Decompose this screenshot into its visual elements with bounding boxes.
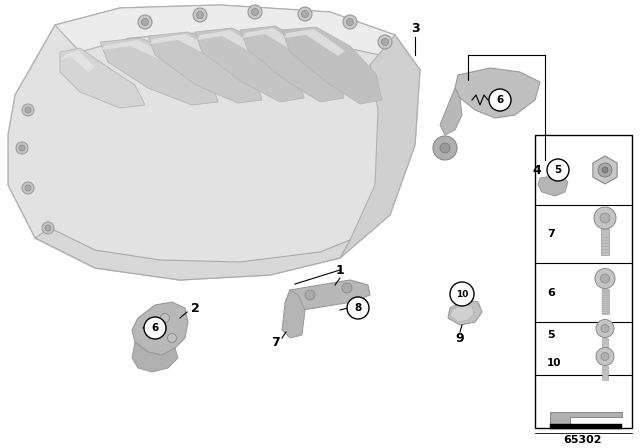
Polygon shape bbox=[450, 304, 474, 322]
Bar bbox=[602, 366, 608, 379]
Circle shape bbox=[347, 297, 369, 319]
Circle shape bbox=[601, 324, 609, 332]
Polygon shape bbox=[60, 48, 145, 108]
Circle shape bbox=[601, 353, 609, 361]
Text: 5: 5 bbox=[547, 329, 555, 340]
Circle shape bbox=[161, 314, 170, 323]
Polygon shape bbox=[285, 280, 370, 312]
Polygon shape bbox=[195, 28, 304, 102]
Circle shape bbox=[595, 268, 615, 289]
Text: 6: 6 bbox=[497, 95, 504, 105]
Polygon shape bbox=[100, 38, 218, 105]
Polygon shape bbox=[440, 88, 462, 135]
Circle shape bbox=[298, 7, 312, 21]
Polygon shape bbox=[550, 412, 622, 423]
Circle shape bbox=[138, 15, 152, 29]
Polygon shape bbox=[284, 29, 345, 56]
Bar bbox=[602, 337, 608, 352]
Polygon shape bbox=[197, 30, 263, 55]
Circle shape bbox=[602, 167, 608, 173]
Circle shape bbox=[168, 333, 177, 343]
Polygon shape bbox=[593, 156, 617, 184]
Circle shape bbox=[141, 18, 148, 26]
Polygon shape bbox=[240, 26, 344, 102]
Polygon shape bbox=[132, 342, 178, 372]
Text: 9: 9 bbox=[456, 332, 464, 345]
Circle shape bbox=[600, 213, 610, 223]
Circle shape bbox=[450, 282, 474, 306]
Text: 8: 8 bbox=[355, 303, 362, 313]
Circle shape bbox=[489, 89, 511, 111]
Circle shape bbox=[19, 145, 25, 151]
Circle shape bbox=[193, 8, 207, 22]
Circle shape bbox=[547, 159, 569, 181]
Bar bbox=[550, 423, 622, 428]
Text: 7: 7 bbox=[271, 336, 280, 349]
Bar bbox=[601, 229, 609, 255]
Circle shape bbox=[22, 104, 34, 116]
Circle shape bbox=[301, 10, 308, 17]
Circle shape bbox=[594, 207, 616, 229]
Polygon shape bbox=[35, 228, 350, 280]
Circle shape bbox=[440, 143, 450, 153]
Circle shape bbox=[22, 182, 34, 194]
Circle shape bbox=[42, 222, 54, 234]
Polygon shape bbox=[282, 27, 382, 104]
Polygon shape bbox=[8, 5, 420, 280]
Polygon shape bbox=[148, 32, 262, 103]
Text: 2: 2 bbox=[191, 302, 200, 314]
Text: 10: 10 bbox=[456, 289, 468, 298]
Text: 10: 10 bbox=[547, 358, 561, 367]
Circle shape bbox=[343, 15, 357, 29]
Circle shape bbox=[45, 225, 51, 231]
Text: 6: 6 bbox=[152, 323, 159, 333]
Polygon shape bbox=[150, 34, 220, 58]
Polygon shape bbox=[62, 50, 95, 72]
Text: 4: 4 bbox=[532, 164, 541, 177]
Circle shape bbox=[252, 9, 259, 16]
Circle shape bbox=[600, 274, 609, 283]
Text: 8: 8 bbox=[547, 165, 555, 175]
Circle shape bbox=[144, 317, 166, 339]
Circle shape bbox=[433, 136, 457, 160]
Text: 6: 6 bbox=[547, 288, 555, 297]
Circle shape bbox=[25, 185, 31, 191]
Polygon shape bbox=[242, 28, 305, 54]
Bar bbox=[535, 135, 632, 428]
Polygon shape bbox=[102, 40, 173, 62]
Polygon shape bbox=[538, 175, 568, 196]
Text: 1: 1 bbox=[335, 263, 344, 276]
Circle shape bbox=[305, 290, 315, 300]
Circle shape bbox=[346, 18, 353, 26]
Polygon shape bbox=[340, 35, 420, 258]
Polygon shape bbox=[132, 302, 188, 355]
Circle shape bbox=[196, 12, 204, 18]
Text: 7: 7 bbox=[547, 229, 555, 239]
Circle shape bbox=[248, 5, 262, 19]
Circle shape bbox=[378, 35, 392, 49]
Text: 5: 5 bbox=[554, 165, 562, 175]
Bar bbox=[602, 289, 609, 314]
Text: 65302: 65302 bbox=[564, 435, 602, 445]
Circle shape bbox=[596, 348, 614, 366]
Circle shape bbox=[381, 39, 388, 46]
Polygon shape bbox=[55, 5, 420, 70]
Circle shape bbox=[25, 107, 31, 113]
Polygon shape bbox=[448, 300, 482, 325]
Circle shape bbox=[342, 283, 352, 293]
Polygon shape bbox=[455, 68, 540, 118]
Circle shape bbox=[16, 142, 28, 154]
Polygon shape bbox=[282, 290, 305, 338]
Circle shape bbox=[596, 319, 614, 337]
Circle shape bbox=[598, 163, 612, 177]
Text: 3: 3 bbox=[411, 22, 419, 34]
